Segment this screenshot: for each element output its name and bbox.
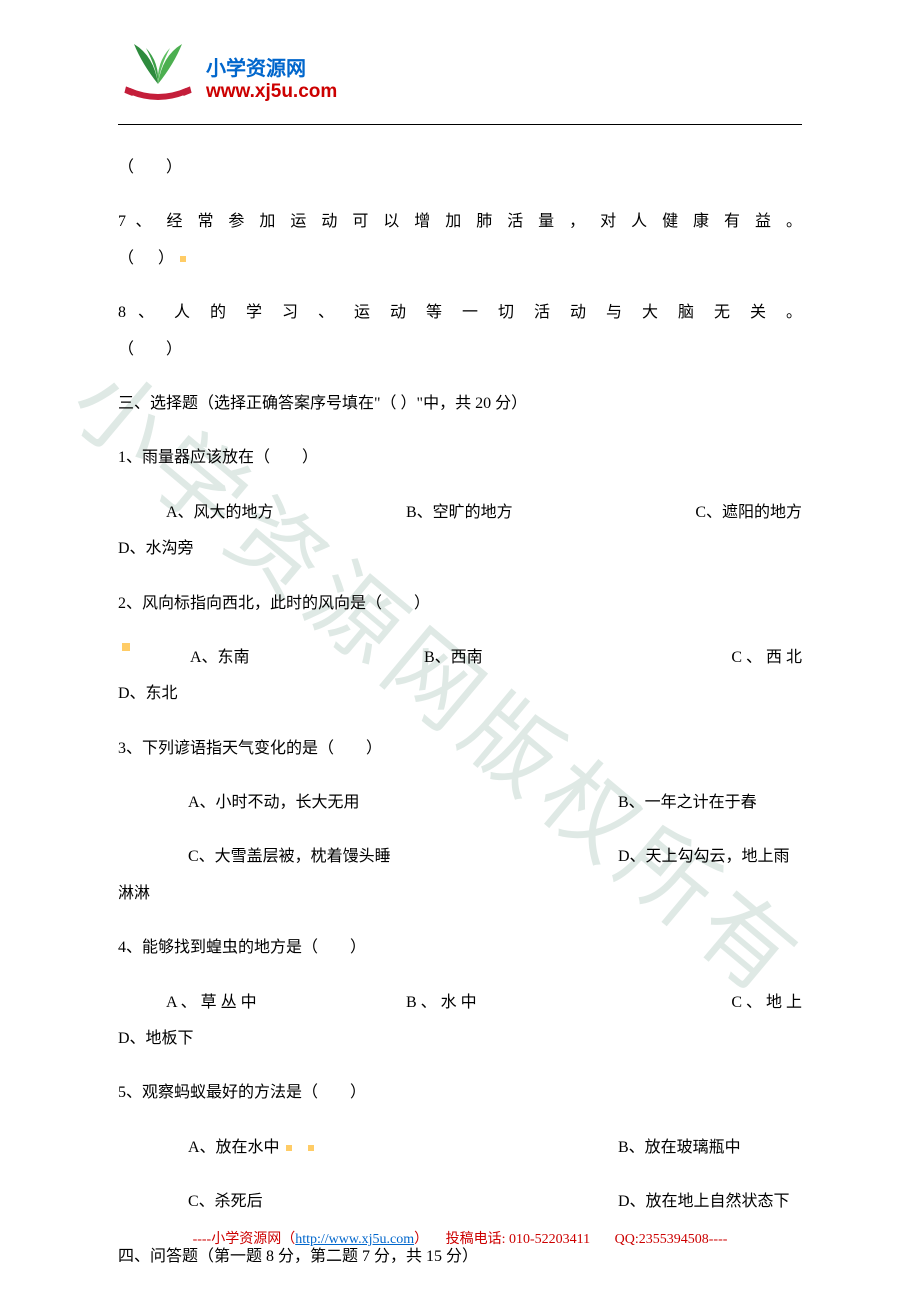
s3-q3-tail: 淋淋	[118, 879, 802, 909]
s3-q2-c: C 、 西 北	[654, 643, 802, 673]
s3-q3-b: B、一年之计在于春	[588, 788, 802, 818]
footer-rp: ）	[414, 1232, 428, 1247]
footer-dash: ----	[193, 1232, 212, 1247]
logo-url: www.xj5u.com	[206, 81, 337, 104]
s3-q5-c: C、杀死后	[188, 1187, 588, 1217]
s3-q3-ab: A、小时不动，长大无用 B、一年之计在于春	[118, 788, 802, 818]
q6-blank: （ ）	[118, 153, 802, 183]
page-container: 小学资源网 www.xj5u.com （ ） 7 、 经 常 参 加 运 动 可…	[0, 0, 920, 1272]
footer-site: 小学资源网	[211, 1232, 281, 1247]
s3-q4-options: A 、 草 丛 中 B 、 水 中 C 、 地 上	[118, 988, 802, 1018]
footer-tail: ----	[709, 1232, 728, 1247]
s3-q1-a: A、风大的地方	[166, 498, 406, 528]
s3-q2-a: A、东南	[134, 643, 374, 673]
s3-q1-c: C、遮阳的地方	[686, 498, 802, 528]
s3-q2-d: D、东北	[118, 679, 802, 709]
s3-q2-options: A、东南 B、西南 C 、 西 北	[118, 643, 802, 673]
s3-q4-d: D、地板下	[118, 1024, 802, 1054]
s3-q1-stem: 1、雨量器应该放在（ ）	[118, 443, 802, 473]
marker-dot-icon	[286, 1145, 292, 1151]
s3-q3-a: A、小时不动，长大无用	[188, 788, 588, 818]
s3-q3-cd: C、大雪盖层被，枕着馒头睡 D、天上勾勾云，地上雨	[118, 842, 802, 872]
marker-dot-icon	[180, 256, 186, 262]
q8-stem: 8 、 人 的 学 习 、 运 动 等 一 切 活 动 与 大 脑 无 关 。	[118, 298, 802, 328]
logo-area: 小学资源网 www.xj5u.com	[118, 40, 802, 120]
s3-q4-b: B 、 水 中	[406, 988, 686, 1018]
s3-q2-b: B、西南	[374, 643, 654, 673]
s3-q5-d: D、放在地上自然状态下	[588, 1187, 802, 1217]
page-footer: ----小学资源网（http://www.xj5u.com） 投稿电话: 010…	[0, 1228, 920, 1248]
q7-blank-text: （ ）	[118, 250, 174, 267]
marker-dot-icon	[122, 643, 130, 651]
logo-cn: 小学资源网	[206, 57, 337, 81]
s3-q5-b: B、放在玻璃瓶中	[588, 1133, 802, 1163]
footer-qq: 2355394508	[639, 1232, 709, 1247]
s3-q4-c: C 、 地 上	[686, 988, 802, 1018]
s3-q1-options: A、风大的地方 B、空旷的地方 C、遮阳的地方	[118, 498, 802, 528]
s3-q5-a-text: A、放在水中	[188, 1139, 280, 1156]
s3-q5-stem: 5、观察蚂蚁最好的方法是（ ）	[118, 1078, 802, 1108]
marker-dot-icon	[308, 1145, 314, 1151]
s3-q4-a: A 、 草 丛 中	[166, 988, 406, 1018]
footer-link[interactable]: http://www.xj5u.com	[295, 1232, 414, 1247]
footer-qq-label: QQ:	[615, 1232, 639, 1247]
s3-q5-cd: C、杀死后 D、放在地上自然状态下	[118, 1187, 802, 1217]
section3-title: 三、选择题（选择正确答案序号填在"（ ）"中，共 20 分）	[118, 389, 802, 419]
footer-tel: 010-52203411	[509, 1232, 590, 1247]
s3-q4-stem: 4、能够找到蝗虫的地方是（ ）	[118, 933, 802, 963]
s3-q1-b: B、空旷的地方	[406, 498, 686, 528]
header-divider	[118, 124, 802, 125]
document-body: （ ） 7 、 经 常 参 加 运 动 可 以 增 加 肺 活 量 ， 对 人 …	[118, 153, 802, 1272]
leaf-logo-icon	[118, 40, 198, 120]
s3-q3-d: D、天上勾勾云，地上雨	[588, 842, 802, 872]
footer-lp: （	[281, 1232, 295, 1247]
logo-text: 小学资源网 www.xj5u.com	[206, 57, 337, 104]
q7-stem: 7 、 经 常 参 加 运 动 可 以 增 加 肺 活 量 ， 对 人 健 康 …	[118, 207, 802, 237]
s3-q3-c: C、大雪盖层被，枕着馒头睡	[188, 842, 588, 872]
s3-q5-ab: A、放在水中 B、放在玻璃瓶中	[118, 1133, 802, 1163]
footer-tel-label: 投稿电话:	[446, 1232, 509, 1247]
s3-q5-a: A、放在水中	[188, 1133, 588, 1163]
q7-blank: （ ）	[118, 244, 802, 274]
s3-q3-stem: 3、下列谚语指天气变化的是（ ）	[118, 734, 802, 764]
s3-q1-d: D、水沟旁	[118, 534, 802, 564]
q8-blank: （ ）	[118, 335, 802, 365]
s3-q2-stem: 2、风向标指向西北，此时的风向是（ ）	[118, 589, 802, 619]
